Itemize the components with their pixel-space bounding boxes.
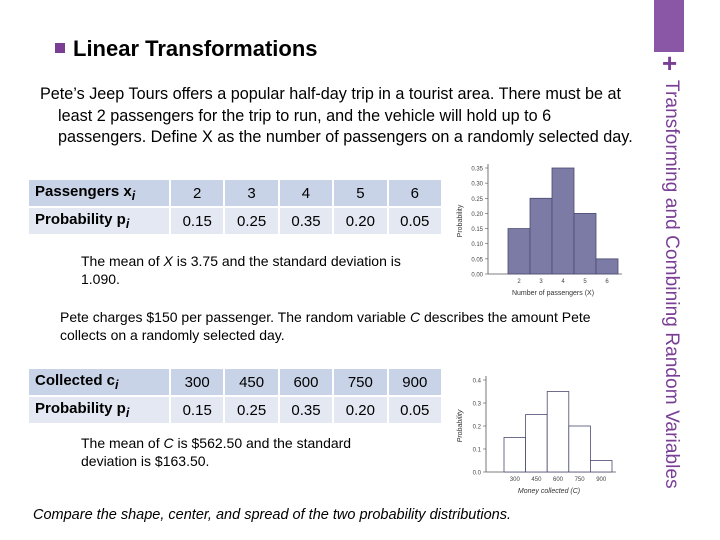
table-cell: 0.20 <box>332 395 389 425</box>
table-cell: 450 <box>223 367 280 397</box>
note-text: describes the amount Pete collects on a … <box>60 309 591 343</box>
table-cell: 4 <box>277 178 335 208</box>
sidebar-title-text: Transforming and Combining Random Variab… <box>661 80 682 489</box>
bar <box>595 258 619 275</box>
table-row: Probability pi 0.15 0.25 0.35 0.20 0.05 <box>27 206 444 236</box>
x-tick-label: 300 <box>510 477 521 483</box>
note-text: Pete charges $150 per passenger. The ran… <box>60 309 410 325</box>
table-cell: 600 <box>277 367 335 397</box>
note-variable: C <box>409 309 421 325</box>
x-tick-label: 5 <box>583 279 587 285</box>
row-header-subscript: i <box>115 378 119 392</box>
table-row: Probability pi 0.15 0.25 0.35 0.20 0.05 <box>27 395 444 425</box>
x-tick-label: 450 <box>531 477 542 483</box>
x-tick-label: 600 <box>553 477 564 483</box>
y-axis-label: Probability <box>457 204 464 237</box>
row-header-subscript: i <box>131 189 136 203</box>
slide-title: Linear Transformations <box>55 36 318 62</box>
note-text: is $562.50 and the standard deviation is… <box>81 435 352 469</box>
row-header-subscript: i <box>125 406 130 420</box>
row-header-label: Collected c <box>35 372 116 389</box>
note-variable: C <box>163 435 174 451</box>
table-cell: 0.20 <box>332 206 389 236</box>
x-tick-label: 6 <box>605 279 609 285</box>
note-text: The mean of <box>81 253 164 269</box>
y-tick-label: 0.00 <box>471 273 483 279</box>
x-tick-label: 900 <box>596 477 607 483</box>
accent-tab <box>654 0 684 52</box>
x-tick-label: 750 <box>575 477 586 483</box>
passengers-table: Passengers xi 2 3 4 5 6 Probability pi 0… <box>27 178 444 236</box>
collected-table: Collected ci 300 450 600 750 900 Probabi… <box>27 367 444 425</box>
y-tick-label: 0.3 <box>473 402 482 408</box>
x-axis-label: Number of passengers (X) <box>512 290 594 297</box>
mean-c-note: The mean of C is $562.50 and the standar… <box>81 434 411 470</box>
x-tick-label: 3 <box>539 279 543 285</box>
y-axis-label: Probability <box>457 409 464 442</box>
table-cell: 0.35 <box>277 395 335 425</box>
table-cell: 0.15 <box>168 395 226 425</box>
x-axis-label: Money collected (C) <box>518 488 580 495</box>
y-tick-label: 0.15 <box>471 227 483 233</box>
slide-title-text: Linear Transformations <box>73 36 318 61</box>
bar <box>568 425 591 473</box>
x-tick-label: 4 <box>561 279 565 285</box>
row-header-label: Passengers x <box>35 183 132 200</box>
table-cell: 900 <box>386 367 444 397</box>
bar <box>503 437 527 473</box>
y-tick-label: 0.4 <box>473 379 482 385</box>
table-cell: 6 <box>386 178 444 208</box>
charges-note: Pete charges $150 per passenger. The ran… <box>60 308 640 344</box>
row-header-subscript: i <box>125 217 130 231</box>
plus-icon: + <box>662 48 678 78</box>
y-tick-label: 0.20 <box>471 212 483 218</box>
table-cell: 0.15 <box>168 206 226 236</box>
bar <box>573 213 597 275</box>
table-cell: 5 <box>332 178 389 208</box>
y-tick-label: 0.05 <box>471 257 483 263</box>
table-cell: 0.25 <box>223 206 280 236</box>
table-cell: 0.25 <box>223 395 280 425</box>
table-cell: 0.35 <box>277 206 335 236</box>
table-cell: 0.05 <box>386 395 444 425</box>
y-tick-label: 0.2 <box>473 425 482 431</box>
table-cell: 750 <box>332 367 389 397</box>
bar <box>507 228 531 275</box>
row-header: Probability pi <box>27 206 171 236</box>
note-text: The mean of <box>81 435 164 451</box>
mean-x-note: The mean of X is 3.75 and the standard d… <box>81 252 411 288</box>
x-tick-label: 2 <box>517 279 521 285</box>
y-tick-label: 0.10 <box>471 242 483 248</box>
y-tick-label: 0.25 <box>471 197 483 203</box>
bar <box>525 414 548 473</box>
bar <box>529 197 553 275</box>
row-header-label: Probability p <box>35 400 126 417</box>
y-tick-label: 0.35 <box>471 167 483 173</box>
note-variable: X <box>163 253 173 269</box>
square-bullet-icon <box>55 43 65 54</box>
intro-paragraph: Pete’s Jeep Tours offers a popular half-… <box>40 85 633 146</box>
row-header: Probability pi <box>27 395 171 425</box>
comparison-question: Compare the shape, center, and spread of… <box>33 507 511 523</box>
row-header: Collected ci <box>27 367 171 397</box>
y-tick-label: 0.0 <box>473 471 482 477</box>
collected-histogram: 0.0 0.1 0.2 0.3 0.4 300 450 600 750 900 Money coll… <box>457 376 616 495</box>
row-header: Passengers xi <box>27 178 171 208</box>
bar <box>551 167 575 275</box>
y-tick-label: 0.1 <box>473 448 482 454</box>
table-row: Collected ci 300 450 600 750 900 <box>27 367 444 397</box>
table-cell: 2 <box>168 178 226 208</box>
passengers-histogram: 0.00 0.05 0.10 0.15 0.20 0.25 0.30 0.35 2 3 4 5 6 Num… <box>457 164 622 297</box>
table-row: Passengers xi 2 3 4 5 6 <box>27 178 444 208</box>
sidebar-title: Transforming and Combining Random Variab… <box>658 80 686 500</box>
note-text: is 3.75 and the standard deviation is 1.… <box>81 253 401 287</box>
table-cell: 0.05 <box>386 206 444 236</box>
table-cell: 3 <box>223 178 280 208</box>
table-cell: 300 <box>168 367 226 397</box>
bar <box>546 391 570 473</box>
bar <box>589 460 613 473</box>
y-tick-label: 0.30 <box>471 182 483 188</box>
row-header-label: Probability p <box>35 211 126 228</box>
